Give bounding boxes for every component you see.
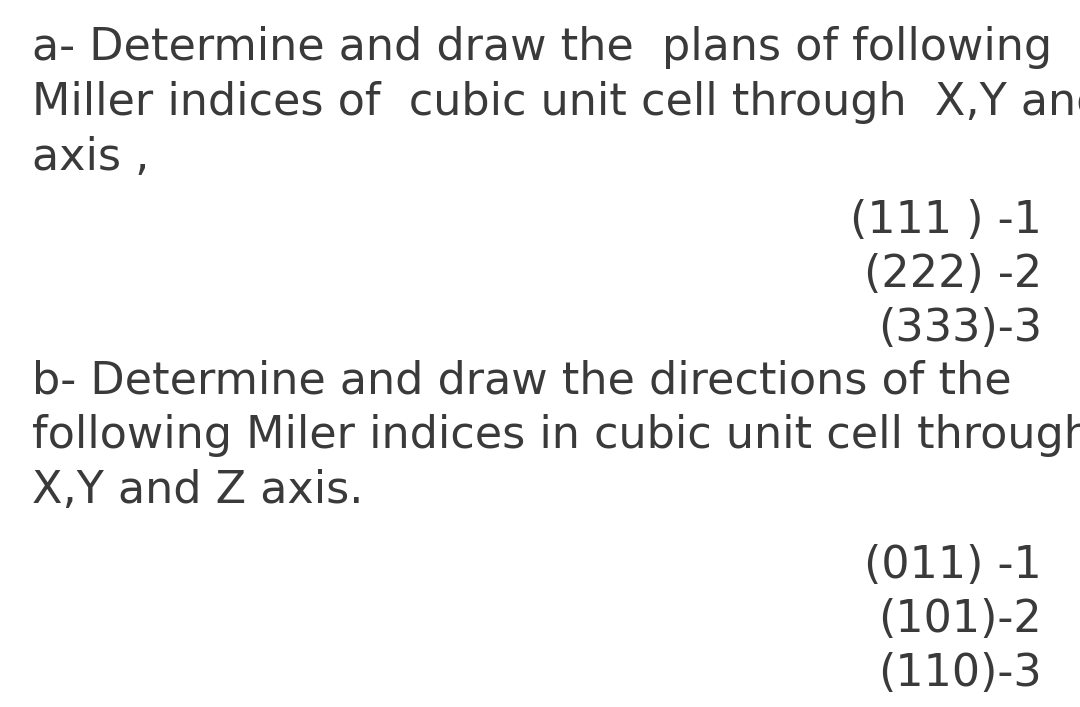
Text: (333)-3: (333)-3 [878, 307, 1042, 350]
Text: following Miler indices in cubic unit cell through: following Miler indices in cubic unit ce… [32, 414, 1080, 457]
Text: X,Y and Z axis.: X,Y and Z axis. [32, 469, 364, 513]
Text: axis ,: axis , [32, 136, 150, 180]
Text: a- Determine and draw the  plans of following: a- Determine and draw the plans of follo… [32, 26, 1053, 69]
Text: Miller indices of  cubic unit cell through  X,Y and Z: Miller indices of cubic unit cell throug… [32, 81, 1080, 124]
Text: (011) -1: (011) -1 [864, 544, 1042, 588]
Text: (110)-3: (110)-3 [878, 652, 1042, 695]
Text: b- Determine and draw the directions of the: b- Determine and draw the directions of … [32, 359, 1012, 402]
Text: (222) -2: (222) -2 [864, 253, 1042, 296]
Text: (111 ) -1: (111 ) -1 [850, 199, 1042, 243]
Text: (101)-2: (101)-2 [878, 598, 1042, 641]
